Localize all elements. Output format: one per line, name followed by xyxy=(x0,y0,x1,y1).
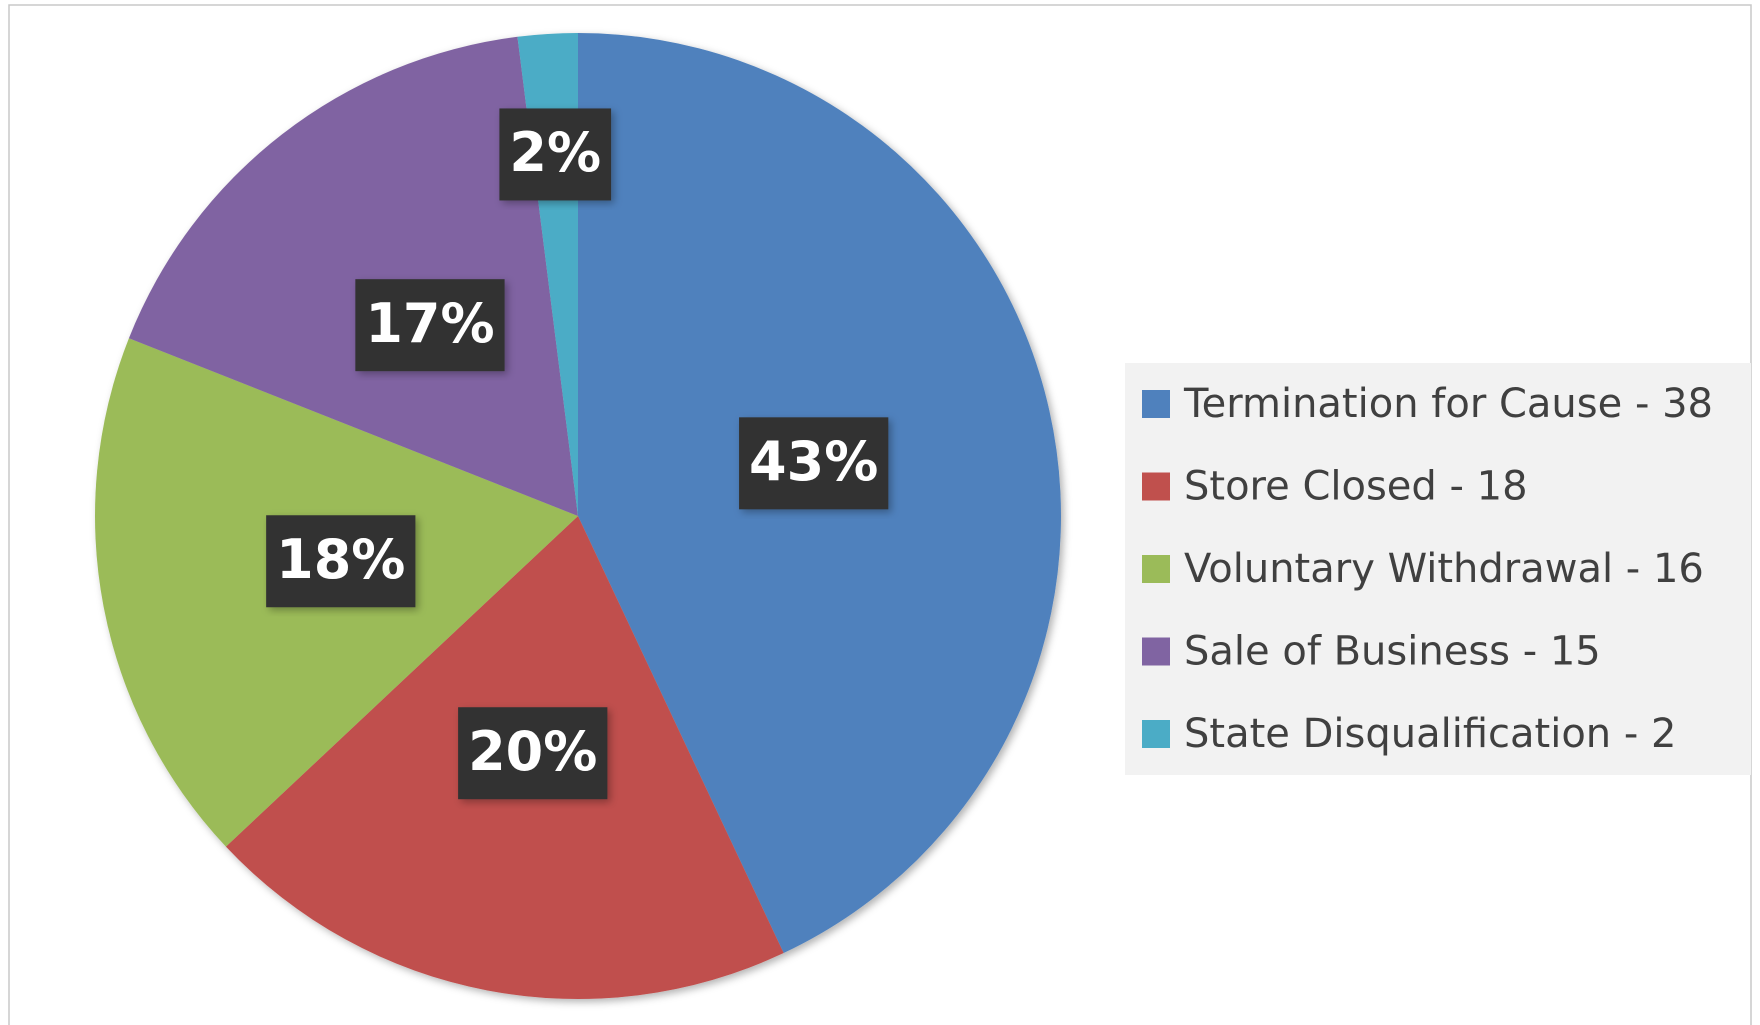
data-label: 17% xyxy=(365,292,494,355)
legend-swatch xyxy=(1142,555,1170,583)
legend-box xyxy=(1125,363,1751,775)
legend-label: Sale of Business - 15 xyxy=(1184,629,1601,675)
data-label-box xyxy=(266,515,416,608)
pie-slice xyxy=(128,36,578,517)
legend-label: Voluntary Withdrawal - 16 xyxy=(1184,546,1704,592)
legend-swatch xyxy=(1142,720,1170,748)
data-label: 43% xyxy=(749,430,878,493)
data-label: 18% xyxy=(276,528,405,591)
data-label-box xyxy=(739,417,889,510)
data-label: 20% xyxy=(468,720,597,783)
legend-swatch xyxy=(1142,637,1170,666)
legend-swatch xyxy=(1142,390,1170,418)
data-label-box xyxy=(458,707,608,800)
legend-label: Termination for Cause - 38 xyxy=(1183,381,1713,427)
data-label: 2% xyxy=(509,121,601,184)
data-label-box xyxy=(355,279,505,372)
legend-label: Store Closed - 18 xyxy=(1184,464,1528,510)
legend-swatch xyxy=(1142,472,1170,501)
legend-label: State Disqualification - 2 xyxy=(1184,711,1676,757)
data-label-box xyxy=(499,108,612,201)
